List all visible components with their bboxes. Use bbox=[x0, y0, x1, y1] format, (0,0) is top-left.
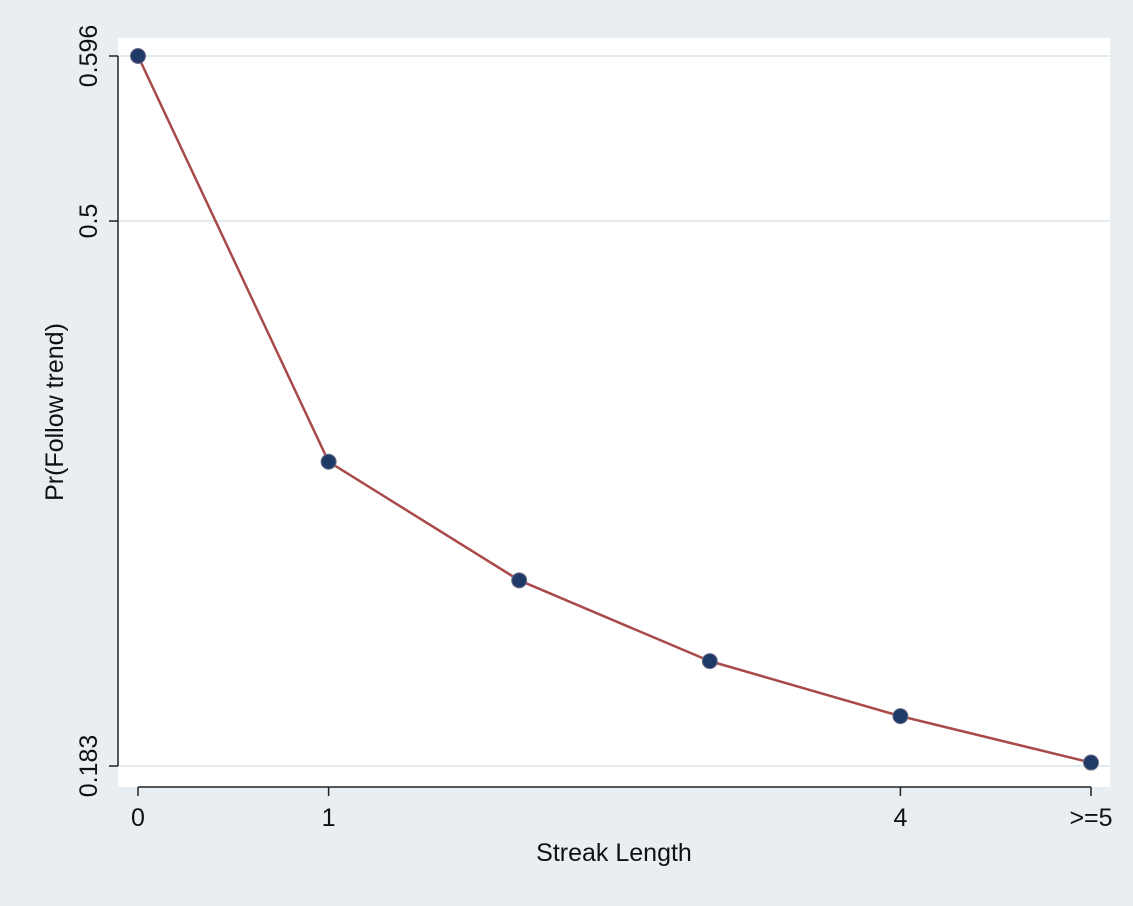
series-layer bbox=[130, 48, 1099, 771]
data-point-0 bbox=[130, 48, 146, 64]
x-tick-label-1: 1 bbox=[322, 804, 336, 832]
y-tick-label-2: 0.596 bbox=[75, 25, 103, 88]
plot-area bbox=[118, 38, 1110, 787]
x-tick-label-0: 0 bbox=[131, 804, 145, 832]
x-axis-title: Streak Length bbox=[536, 839, 692, 867]
gridlines bbox=[118, 55, 1110, 767]
data-point-3 bbox=[701, 653, 718, 670]
x-tick-label-2: 4 bbox=[893, 804, 907, 832]
data-point-1 bbox=[320, 453, 337, 470]
y-axis-ticks: 0.183 0.5 0.596 bbox=[75, 25, 118, 798]
data-point-5 bbox=[1083, 754, 1099, 771]
data-point-4 bbox=[892, 708, 909, 725]
y-tick-label-1: 0.5 bbox=[75, 204, 103, 239]
y-axis-title: Pr(Follow trend) bbox=[41, 323, 69, 501]
x-tick-label-3: >=5 bbox=[1069, 804, 1112, 832]
axes bbox=[117, 56, 1091, 788]
y-tick-label-0: 0.183 bbox=[75, 735, 103, 798]
series-line-0 bbox=[136, 55, 1092, 764]
data-point-2 bbox=[511, 572, 528, 589]
x-axis-ticks: 0 1 4 >=5 bbox=[131, 787, 1113, 832]
